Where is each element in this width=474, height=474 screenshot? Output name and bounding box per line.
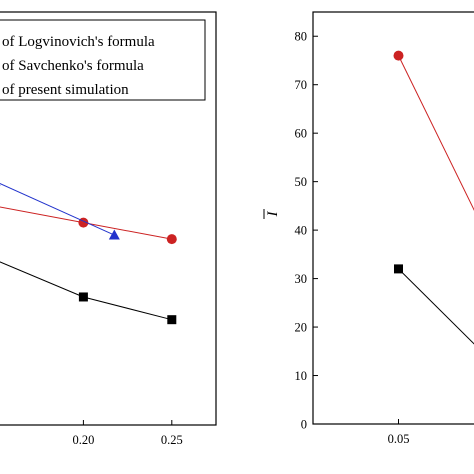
y-tick-label: 40 bbox=[295, 224, 308, 238]
y-tick-label: 60 bbox=[295, 127, 308, 141]
data-point-marker bbox=[394, 264, 403, 274]
data-point-marker bbox=[393, 50, 404, 61]
y-tick-label: 80 bbox=[295, 30, 308, 44]
data-point-marker bbox=[167, 315, 177, 325]
left-axis-ticks: 0.20 0.25 bbox=[72, 420, 183, 447]
series-1 bbox=[0, 206, 177, 245]
data-point-marker bbox=[108, 229, 120, 240]
series-line bbox=[398, 268, 474, 345]
legend-box bbox=[0, 19, 206, 101]
series-2 bbox=[0, 183, 120, 240]
series-1 bbox=[394, 264, 474, 345]
right-y-axis-title: I bbox=[263, 209, 281, 219]
series-0 bbox=[393, 50, 474, 211]
series-line bbox=[0, 261, 172, 321]
x-tick-label: 0.25 bbox=[161, 433, 183, 447]
right-chart-panel: 0.050.101020304050607080 I bbox=[263, 11, 474, 446]
right-plot-frame bbox=[312, 11, 474, 425]
legend-entry-logvinovich: of Logvinovich's formula bbox=[2, 34, 155, 50]
series-0 bbox=[0, 261, 177, 325]
y-tick-label: 10 bbox=[295, 369, 308, 383]
series-line bbox=[0, 183, 115, 236]
left-plot-frame bbox=[0, 11, 217, 426]
legend: of Logvinovich's formula of Savchenko's … bbox=[0, 19, 206, 101]
right-axis-ticks: 0.050.101020304050607080 bbox=[295, 30, 410, 446]
data-point-marker bbox=[0, 184, 1, 186]
y-tick-label: 30 bbox=[295, 272, 308, 286]
y-tick-label: 70 bbox=[295, 78, 308, 92]
data-point-marker bbox=[166, 234, 177, 245]
left-plot-area bbox=[0, 183, 177, 325]
legend-entry-present-simulation: of present simulation bbox=[2, 82, 129, 98]
y-tick-label: 50 bbox=[295, 175, 308, 189]
series-line bbox=[398, 55, 474, 211]
y-tick-label: 0 bbox=[301, 418, 307, 432]
legend-entry-savchenko: of Savchenko's formula bbox=[2, 58, 144, 74]
left-chart-panel: 0.20 0.25 of Logvinovich's formula of Sav… bbox=[0, 11, 217, 447]
data-point-marker bbox=[78, 292, 88, 302]
x-tick-label: 0.20 bbox=[72, 433, 94, 447]
y-axis-title: I bbox=[265, 211, 281, 218]
x-tick-label: 0.05 bbox=[388, 432, 410, 446]
right-plot-area bbox=[393, 50, 474, 345]
y-tick-label: 20 bbox=[295, 321, 308, 335]
